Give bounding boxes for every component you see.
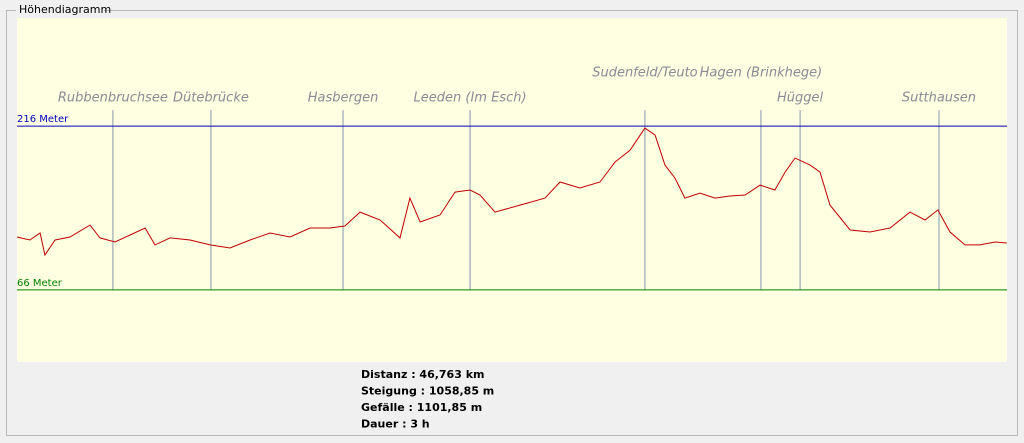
reference-label: 216 Meter (17, 114, 69, 125)
group-title-bg (16, 4, 104, 16)
stat-line: Distanz : 46,763 km (361, 368, 484, 381)
elevation-profile (16, 127, 1007, 257)
waypoint-label: Dütebrücke (173, 91, 249, 106)
stat-line: Dauer : 3 h (361, 418, 430, 431)
stats: Distanz : 46,763 km Steigung : 1058,85 m G… (361, 368, 494, 431)
stat-line: Gefälle : 1101,85 m (361, 401, 482, 414)
group-title: Höhendiagramm (19, 3, 111, 16)
plot-area (17, 18, 1007, 362)
waypoint-label: Leeden (Im Esch) (414, 91, 527, 106)
waypoint-label: Hüggel (777, 91, 824, 106)
stat-line: Steigung : 1058,85 m (361, 385, 494, 398)
waypoint-label: Hagen (Brinkhege) (700, 66, 823, 81)
group-box (6, 10, 1018, 436)
waypoint-label: Rubbenbruchsee (58, 91, 168, 106)
waypoint-label: Sudenfeld/Teuto (592, 66, 697, 81)
reference-label: 66 Meter (17, 278, 63, 289)
waypoint-label: Hasbergen (308, 91, 379, 106)
waypoint-label: Sutthausen (902, 91, 976, 106)
